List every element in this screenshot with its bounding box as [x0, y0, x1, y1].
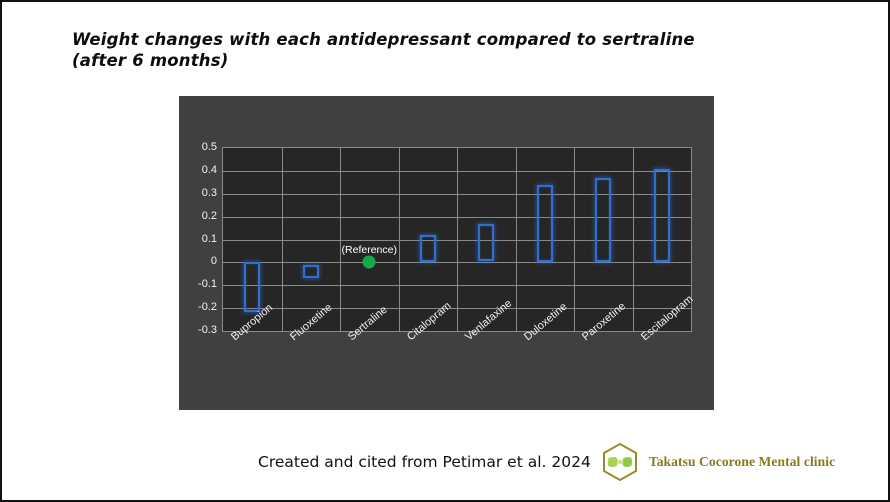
- chart-bar: [419, 234, 436, 263]
- y-tick-label: 0.5: [201, 141, 217, 153]
- page-title: Weight changes with each antidepressant …: [72, 29, 832, 71]
- gridline-vertical: [457, 148, 458, 331]
- y-tick-label: 0.2: [201, 209, 217, 222]
- y-tick-label: 0.1: [201, 232, 217, 245]
- gridline-vertical: [399, 148, 400, 331]
- gridline-vertical: [340, 148, 341, 331]
- gridline-vertical: [633, 148, 634, 331]
- y-tick-label: -0.2: [198, 301, 217, 314]
- page-title-line-2: (after 6 months): [72, 51, 229, 70]
- chart-bar: [244, 262, 261, 312]
- brand-name: Takatsu Cocorone Mental clinic: [648, 454, 836, 469]
- chart-bar: [302, 264, 319, 279]
- gridline-vertical: [574, 148, 575, 331]
- y-tick-label: 0: [210, 255, 217, 268]
- page-title-line-1: Weight changes with each antidepressant …: [72, 30, 695, 49]
- chart-bar: [653, 168, 670, 263]
- footer: Created and cited from Petimar et al. 20…: [258, 442, 835, 482]
- chart-bar: [595, 177, 612, 263]
- hexagon-clover-logo-icon: [602, 442, 637, 482]
- reference-point-marker: [362, 255, 376, 269]
- y-tick-label: 0.3: [201, 186, 217, 199]
- gridline-vertical: [282, 148, 283, 331]
- credit-text: Created and cited from Petimar et al. 20…: [258, 453, 591, 471]
- y-tick-label: -0.3: [198, 324, 217, 336]
- x-axis-category-labels: Bupropion Fluoxetine Sertraline Citalopram V…: [222, 293, 695, 404]
- y-tick-label: 0.4: [201, 163, 217, 176]
- y-tick-label: -0.1: [198, 278, 217, 291]
- y-axis-tick-labels: 0.5 0.4 0.3 0.2 0.1 0 -0.1 -0.2 -0.3: [179, 141, 217, 336]
- chart-plot-area: (Reference): [222, 147, 692, 332]
- chart-bar: [478, 224, 495, 262]
- chart-card: 0.5 0.4 0.3 0.2 0.1 0 -0.1 -0.2 -0.3 (Reference)…: [179, 96, 714, 410]
- chart-bar: [536, 184, 553, 263]
- reference-annotation: (Reference): [341, 243, 397, 256]
- gridline-vertical: [516, 148, 517, 331]
